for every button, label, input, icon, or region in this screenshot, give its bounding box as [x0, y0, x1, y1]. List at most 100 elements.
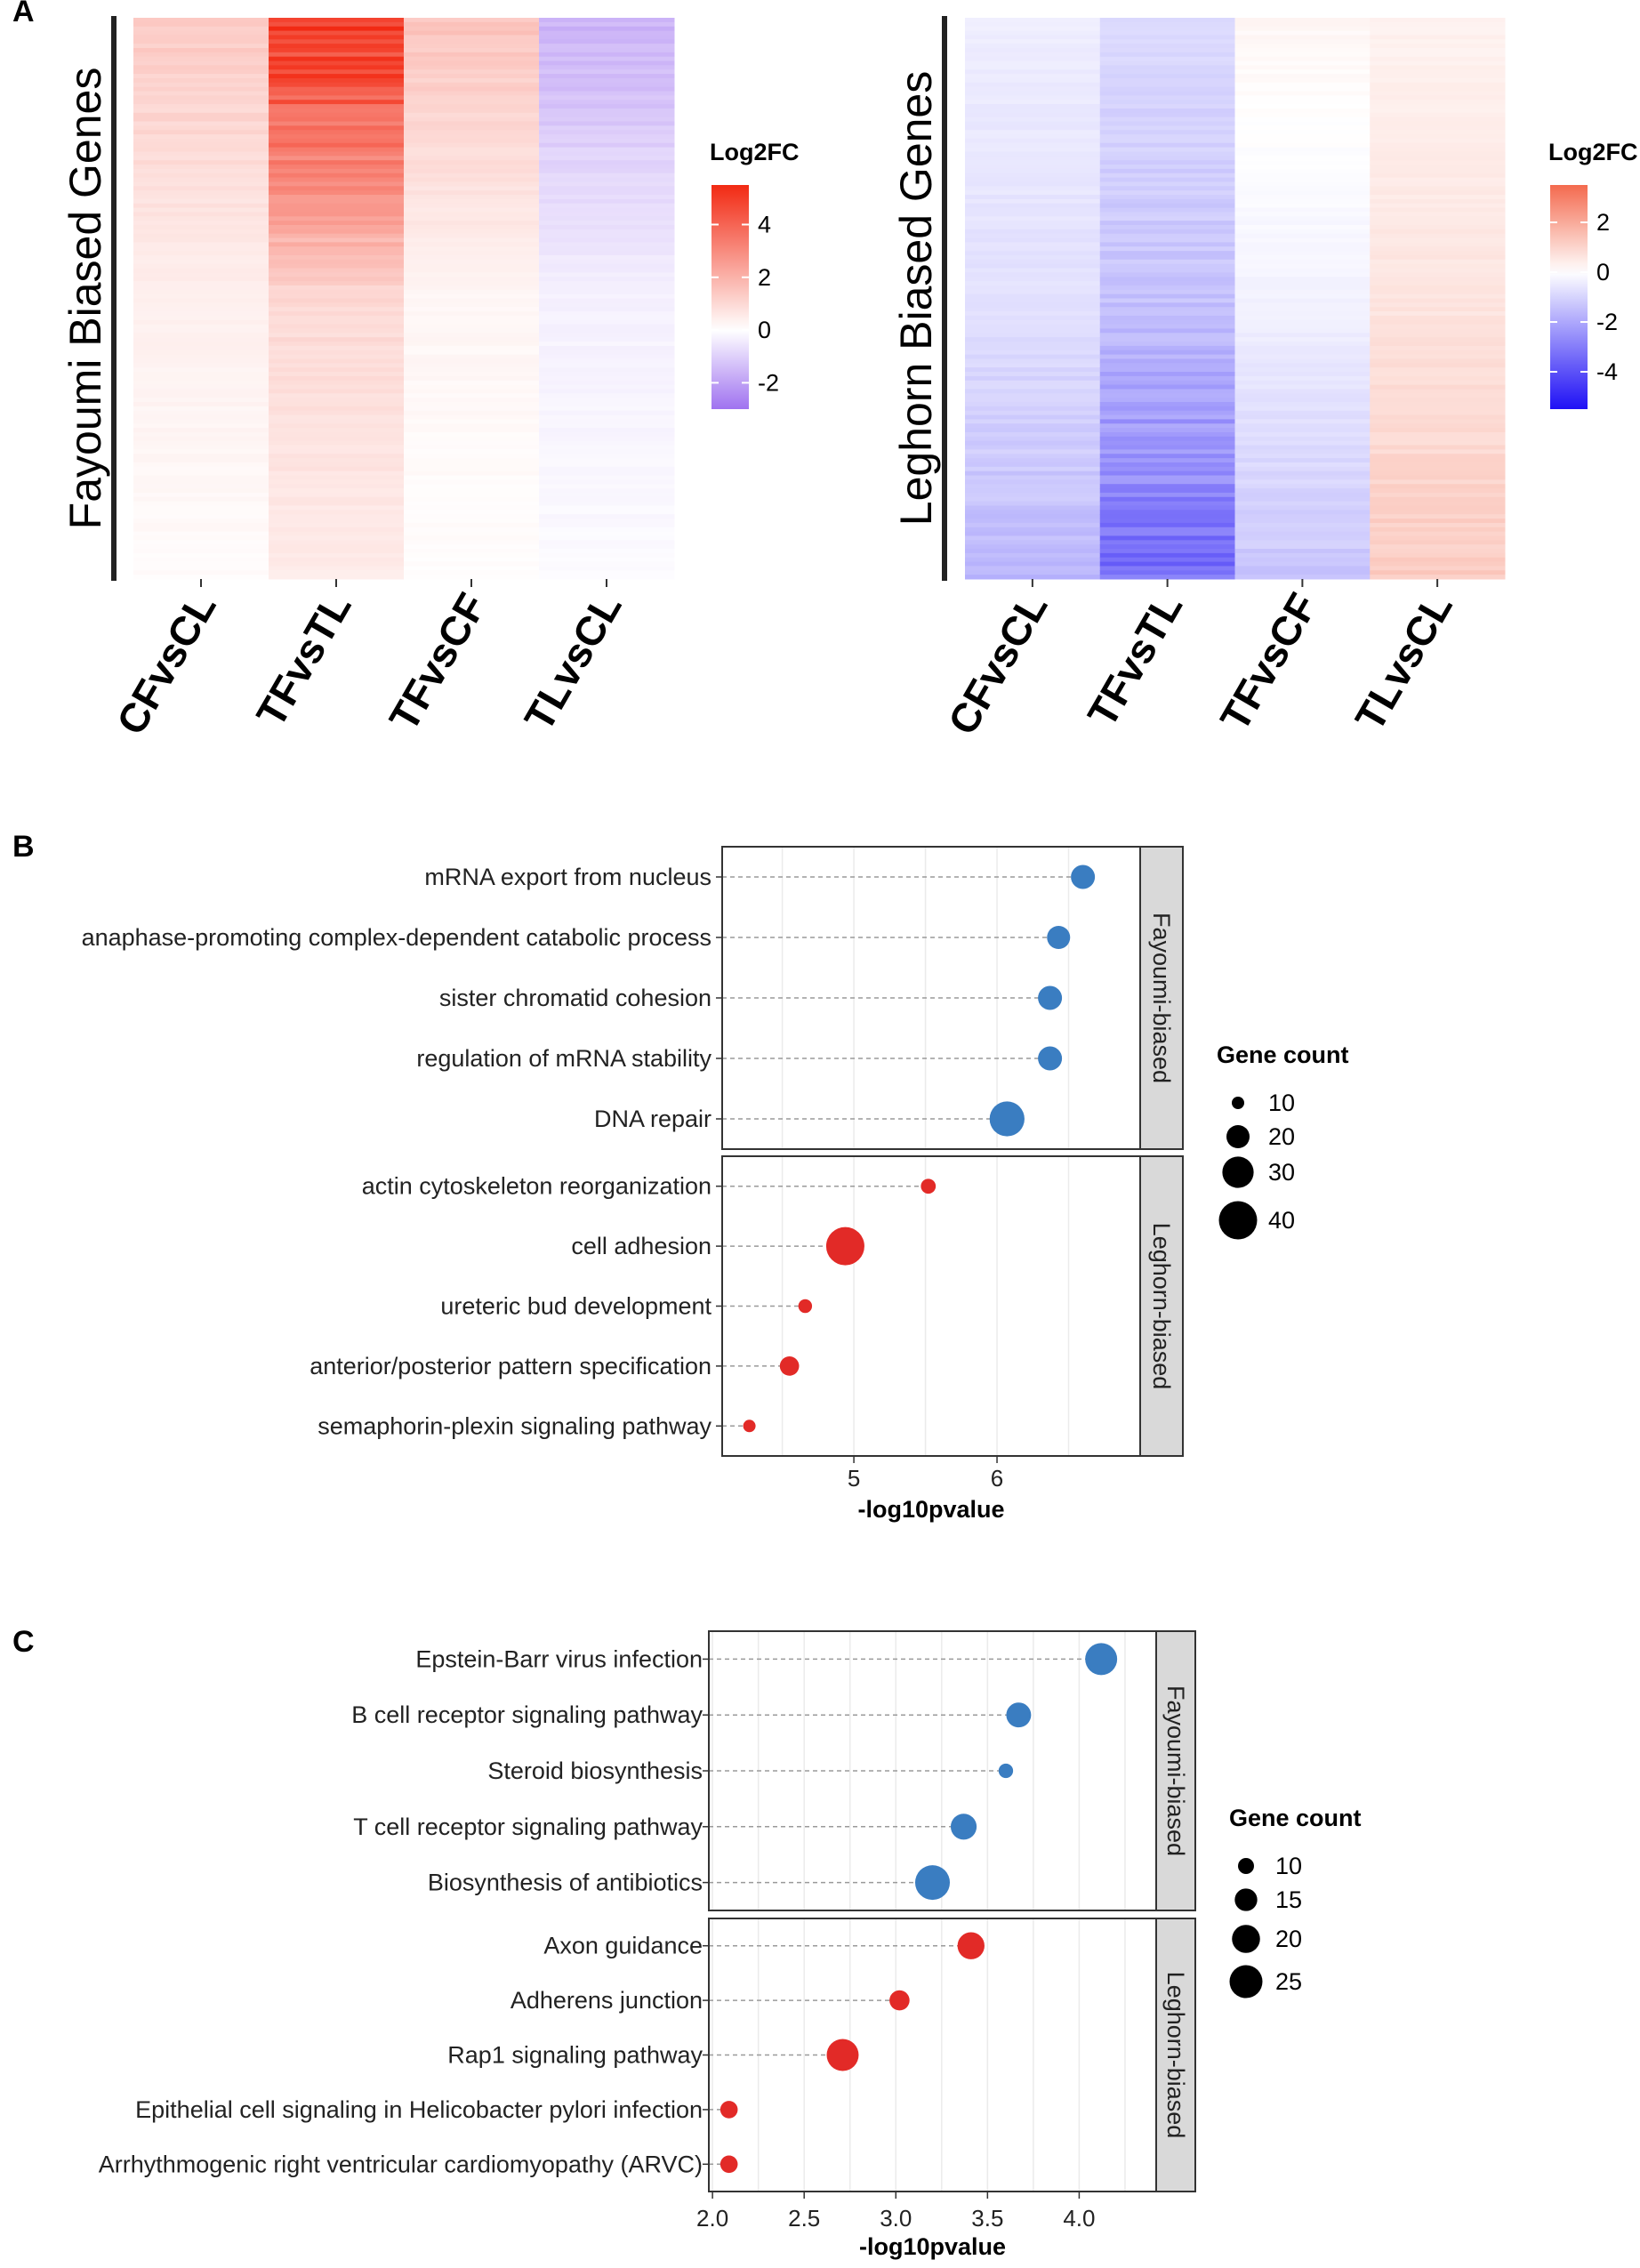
- heat-cell: [1370, 39, 1506, 44]
- heat-cell: [269, 39, 405, 44]
- heat-cell: [1370, 401, 1506, 407]
- colorbar: [711, 185, 749, 409]
- heat-cell: [133, 484, 269, 489]
- heat-cell: [1234, 233, 1371, 239]
- heat-cell: [1099, 466, 1235, 472]
- heat-cell: [133, 130, 269, 135]
- heat-cell: [539, 229, 675, 235]
- heat-cell: [965, 221, 1101, 226]
- heat-cell: [1370, 575, 1506, 580]
- heat-cell: [1099, 363, 1235, 368]
- heat-cell: [404, 470, 540, 476]
- panel-letter-a: A: [12, 0, 35, 28]
- heat-cell: [539, 91, 675, 96]
- heat-cell: [133, 540, 269, 545]
- heat-cell: [133, 440, 269, 446]
- heat-cell: [1099, 60, 1235, 66]
- heat-cell: [965, 575, 1101, 580]
- heat-cell: [965, 100, 1101, 105]
- x-tick-label: 3.0: [880, 2205, 912, 2232]
- heat-cell: [1370, 328, 1506, 334]
- heat-cell: [965, 86, 1101, 92]
- heat-cell: [965, 475, 1101, 480]
- heat-cell: [404, 56, 540, 62]
- term-label: mRNA export from nucleus: [424, 864, 711, 890]
- heat-cell: [269, 527, 405, 533]
- heat-cell: [404, 466, 540, 472]
- heat-cell: [965, 328, 1101, 334]
- heat-cell: [404, 423, 540, 429]
- heat-cell: [404, 566, 540, 571]
- heat-cell: [965, 121, 1101, 126]
- heat-cell: [269, 414, 405, 420]
- heat-cell: [1370, 212, 1506, 217]
- heat-cell: [404, 358, 540, 364]
- heat-cell: [1370, 251, 1506, 256]
- heat-cell: [1370, 384, 1506, 390]
- heat-cell: [539, 272, 675, 277]
- heat-cell: [539, 401, 675, 407]
- heat-cell: [539, 156, 675, 161]
- facet-strip-label: Leghorn-biased: [1162, 1972, 1189, 2139]
- heat-cell: [539, 298, 675, 303]
- heat-cell: [1234, 535, 1371, 541]
- heat-cell: [133, 384, 269, 390]
- heat-cell: [539, 100, 675, 105]
- heat-cell: [1234, 35, 1371, 40]
- heat-cell: [269, 138, 405, 144]
- heat-cell: [1370, 74, 1506, 79]
- heat-cell: [133, 294, 269, 299]
- heat-cell: [269, 475, 405, 480]
- heat-cell: [269, 522, 405, 528]
- heat-cell: [1234, 47, 1371, 53]
- heat-cell: [965, 488, 1101, 494]
- size-legend-dot: [1232, 1925, 1260, 1953]
- heat-cell: [539, 74, 675, 79]
- heat-cell: [539, 488, 675, 494]
- heat-cell: [1234, 406, 1371, 412]
- heat-cell: [539, 52, 675, 58]
- heat-cell: [965, 39, 1101, 44]
- heat-cell: [539, 363, 675, 368]
- heat-cell: [1234, 186, 1371, 191]
- heat-cell: [1099, 147, 1235, 152]
- heat-cell: [1099, 375, 1235, 382]
- heat-cell: [133, 60, 269, 66]
- heat-cell: [1099, 177, 1235, 182]
- heat-cell: [1099, 77, 1235, 84]
- heat-cell: [269, 458, 405, 463]
- heat-cell: [1370, 56, 1506, 62]
- heat-cell: [539, 358, 675, 364]
- heat-cell: [1234, 251, 1371, 256]
- heat-cell: [1370, 125, 1506, 131]
- heat-cell: [1234, 177, 1371, 182]
- heat-cell: [404, 488, 540, 494]
- heat-cell: [965, 95, 1101, 101]
- heat-cell: [539, 492, 675, 498]
- heat-cell: [1099, 47, 1235, 53]
- heat-cell: [404, 130, 540, 135]
- heat-cell: [133, 462, 269, 468]
- heat-cell: [1234, 229, 1371, 235]
- heat-cell: [133, 212, 269, 217]
- heat-cell: [404, 177, 540, 182]
- heat-cell: [965, 212, 1101, 217]
- heat-cell: [1234, 307, 1371, 312]
- heat-cell: [133, 229, 269, 235]
- heat-cell: [539, 39, 675, 44]
- heat-cell: [269, 82, 405, 88]
- heat-cell: [1099, 212, 1235, 217]
- heat-cell: [269, 65, 405, 70]
- heat-cell: [965, 406, 1101, 412]
- heat-cell: [1234, 285, 1371, 291]
- heat-cell: [539, 112, 675, 118]
- heat-cell: [1370, 138, 1506, 144]
- heat-cell: [133, 173, 269, 179]
- heat-cell: [539, 65, 675, 70]
- heat-cell: [1234, 496, 1371, 503]
- heat-cell: [1370, 69, 1506, 75]
- term-dot: [720, 2155, 738, 2174]
- heat-cell: [133, 91, 269, 96]
- heat-cell: [1370, 190, 1506, 196]
- heat-cell: [1099, 26, 1235, 32]
